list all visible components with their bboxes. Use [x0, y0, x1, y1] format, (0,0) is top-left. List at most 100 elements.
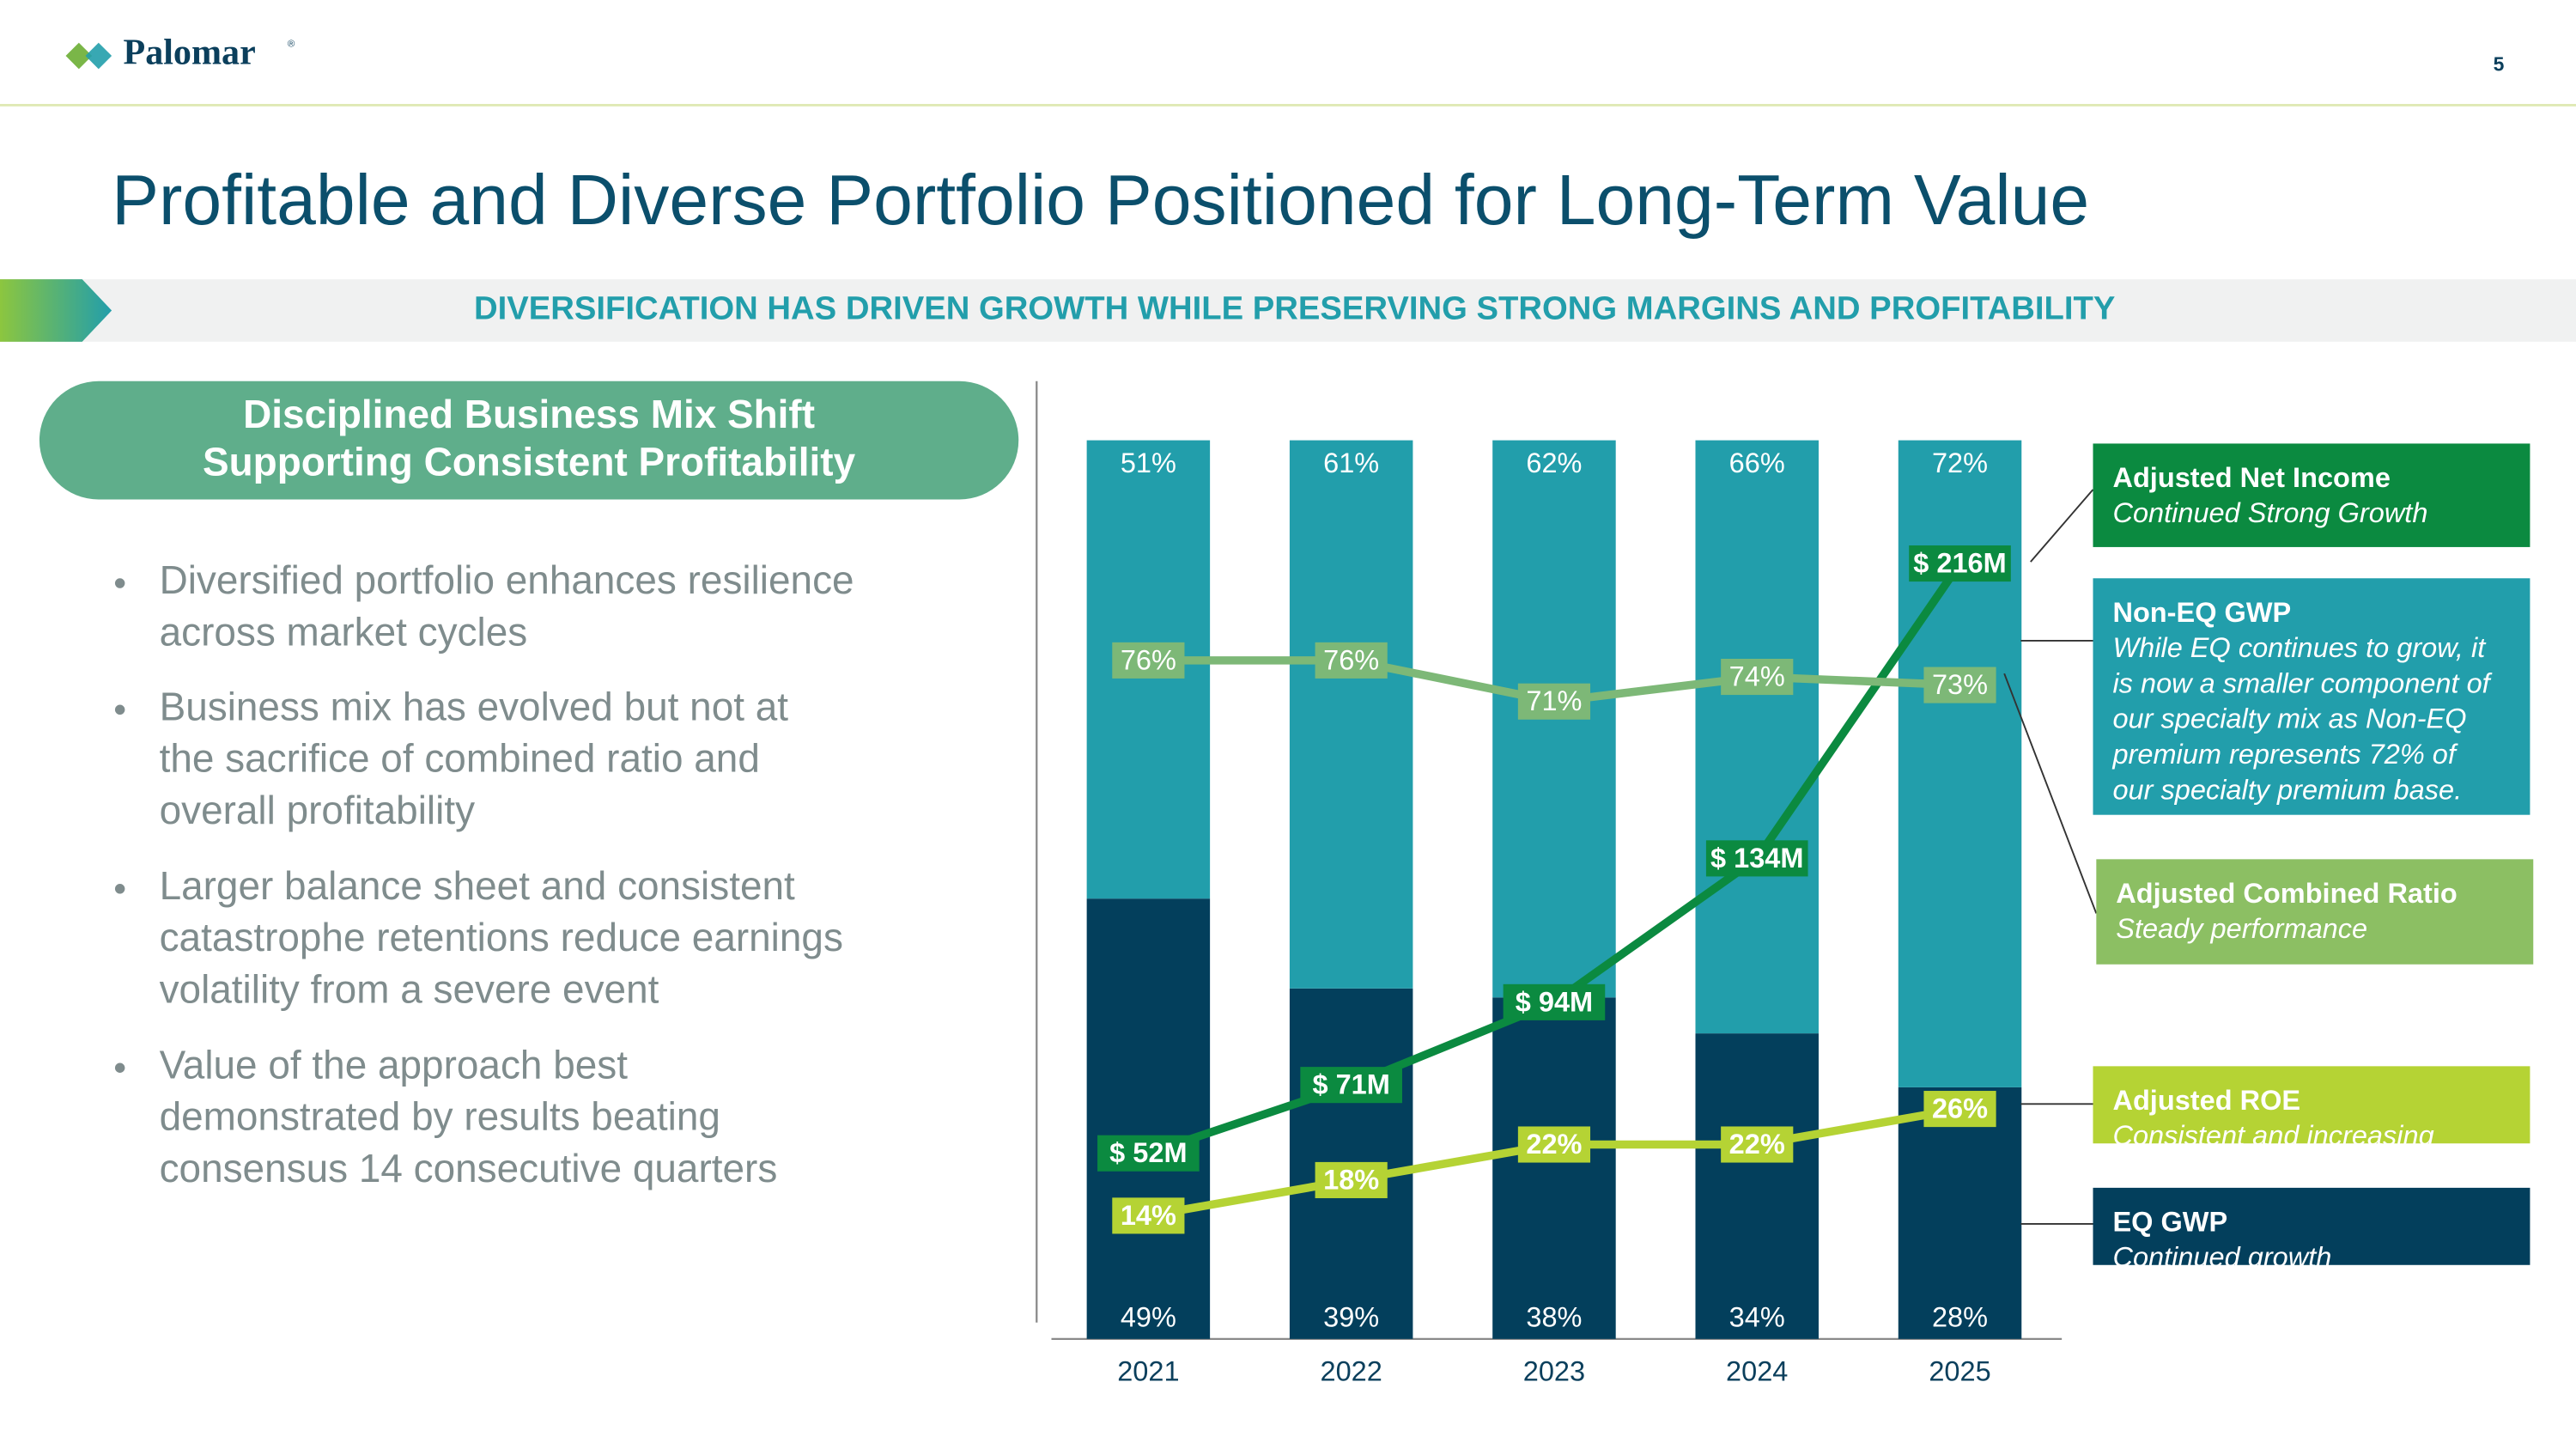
logo: Palomar ® [65, 33, 295, 73]
x-tick-label: 2025 [1929, 1356, 1990, 1387]
legend-box [2096, 859, 2534, 965]
page-number: 5 [2494, 53, 2505, 76]
bar-value-label: 66% [1729, 447, 1785, 478]
logo-mark: ® [288, 40, 295, 50]
legend-description: is now a smaller component of [2112, 667, 2492, 698]
data-label-box [1721, 1126, 1794, 1163]
bar-segment [1898, 440, 2022, 1087]
bar-value-label: 61% [1323, 447, 1379, 478]
legend-name: Adjusted Combined Ratio [2116, 878, 2457, 909]
bullet-text: the sacrifice of combined ratio and [160, 736, 760, 781]
bar-segment [1086, 898, 1211, 1339]
logo-text: Palomar [123, 33, 255, 73]
legend-description: Continued growth [2112, 1242, 2331, 1273]
bar-value-label: 51% [1121, 447, 1176, 478]
bullet-text: catastrophe retentions reduce earnings [160, 915, 843, 959]
legend-description: our specialty premium base. [2112, 774, 2462, 805]
data-label-box [1517, 683, 1591, 720]
legend-box [2093, 578, 2530, 815]
bar-value-label: 28% [1932, 1301, 1988, 1332]
data-label: 73% [1932, 669, 1988, 700]
bar-segment [1492, 997, 1616, 1339]
legend-description: Continued Strong Growth [2112, 497, 2427, 528]
legend-box [2093, 443, 2530, 547]
logo-icon [85, 42, 112, 70]
data-label: $ 134M [1710, 843, 1803, 874]
x-tick-label: 2024 [1726, 1356, 1788, 1387]
bar-value-label: 72% [1932, 447, 1988, 478]
legend-name: Non-EQ GWP [2112, 597, 2291, 628]
banner [0, 279, 2576, 342]
legend-box [2093, 1066, 2530, 1144]
data-label: 76% [1121, 644, 1176, 675]
data-label-box [1503, 983, 1606, 1020]
bullet-text: volatility from a severe event [160, 966, 659, 1011]
banner-text: DIVERSIFICATION HAS DRIVEN GROWTH WHILE … [474, 290, 2115, 327]
legend-description: premium represents 72% of [2111, 739, 2458, 770]
bullet-text: Business mix has evolved but not at [160, 684, 789, 728]
data-label: 74% [1729, 661, 1785, 692]
data-label-box [1315, 642, 1388, 679]
panel-heading: Supporting Consistent Profitability [203, 439, 856, 484]
panel-heading-bg [39, 381, 1019, 500]
data-label-box [1097, 1135, 1200, 1172]
legend-box [2093, 1187, 2530, 1265]
legend-name: Adjusted ROE [2112, 1085, 2300, 1116]
legend-description: While EQ continues to grow, it [2112, 632, 2487, 663]
x-tick-label: 2022 [1320, 1356, 1382, 1387]
data-label-box [1909, 545, 2011, 582]
data-label-box [1315, 1161, 1388, 1198]
slide-title: Profitable and Diverse Portfolio Positio… [112, 161, 2089, 240]
data-label-box [1923, 1091, 1996, 1128]
data-label-box [1923, 667, 1996, 703]
bullet-text: across market cycles [160, 609, 528, 654]
data-label: 76% [1323, 644, 1379, 675]
bar-segment [1898, 1087, 2022, 1339]
bullet-dot [114, 884, 125, 894]
legend-description: Steady performance [2116, 913, 2367, 944]
data-label: 26% [1932, 1093, 1988, 1124]
bar-segment [1289, 440, 1413, 989]
legend-name: Adjusted Net Income [2112, 462, 2390, 493]
data-label-box [1112, 1197, 1185, 1234]
legend-description: our specialty mix as Non-EQ [2112, 703, 2466, 734]
x-tick-label: 2021 [1117, 1356, 1179, 1387]
data-label: 22% [1729, 1129, 1785, 1160]
banner-arrow [0, 279, 112, 342]
bar-segment [1695, 440, 1819, 1034]
bullet-dot [114, 704, 125, 715]
data-label: $ 52M [1109, 1137, 1187, 1168]
data-label: 14% [1121, 1200, 1176, 1231]
bar-value-label: 49% [1121, 1301, 1176, 1332]
bullet-text: Larger balance sheet and consistent [160, 863, 795, 908]
bar-value-label: 39% [1323, 1301, 1379, 1332]
bullet-text: consensus 14 consecutive quarters [160, 1146, 778, 1190]
bar-value-label: 62% [1526, 447, 1582, 478]
data-label: $ 71M [1312, 1069, 1389, 1100]
data-label-box [1517, 1126, 1591, 1163]
bullet-dot [114, 578, 125, 588]
data-label-box [1721, 658, 1794, 696]
data-label-box [1300, 1067, 1402, 1104]
bar-value-label: 34% [1729, 1301, 1785, 1332]
panel-heading: Disciplined Business Mix Shift [243, 392, 815, 436]
leader-line [2030, 489, 2094, 563]
bullet-text: Value of the approach best [160, 1042, 629, 1087]
x-tick-label: 2023 [1523, 1356, 1585, 1387]
bullet-text: overall profitability [160, 788, 476, 832]
data-label-box [1705, 840, 1808, 877]
bar-segment [1695, 1033, 1819, 1339]
bullet-text: Diversified portfolio enhances resilienc… [160, 557, 854, 602]
data-label: 18% [1323, 1164, 1379, 1195]
data-label-box [1112, 642, 1185, 679]
data-label: 22% [1526, 1129, 1582, 1160]
legend-description: Consistent and increasing [2112, 1120, 2433, 1151]
data-label: $ 94M [1516, 986, 1593, 1017]
data-label: $ 216M [1913, 548, 2006, 579]
data-label: 71% [1526, 685, 1582, 716]
bar-value-label: 38% [1526, 1301, 1582, 1332]
bullet-text: demonstrated by results beating [160, 1094, 720, 1139]
leader-line [2003, 673, 2098, 914]
